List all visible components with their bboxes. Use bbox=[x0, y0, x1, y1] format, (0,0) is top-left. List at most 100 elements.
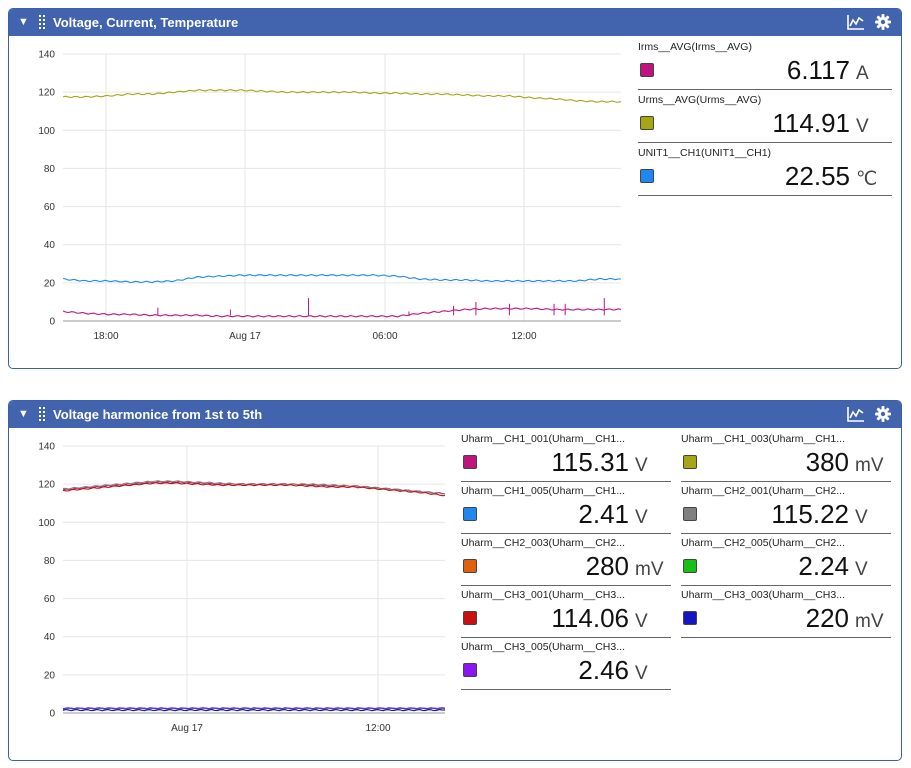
legend-series-name: Uharm__CH3_003(Uharm__CH3... bbox=[681, 589, 845, 601]
y-tick-label: 20 bbox=[44, 670, 56, 681]
panel-header: ▼ Voltage, Current, Temperature bbox=[9, 9, 901, 36]
legend-color-swatch[interactable] bbox=[683, 559, 697, 573]
legend-series-name: Urms__AVG(Urms__AVG) bbox=[638, 94, 762, 106]
legend-color-swatch[interactable] bbox=[463, 559, 477, 573]
legend-color-swatch[interactable] bbox=[640, 116, 654, 130]
y-tick-label: 80 bbox=[44, 556, 56, 567]
legend-series-name: Uharm__CH1_003(Uharm__CH1... bbox=[681, 433, 845, 445]
legend-value: 380 mV bbox=[806, 447, 885, 482]
legend-value-unit: mV bbox=[855, 611, 884, 632]
legend-value-number: 114.91 bbox=[772, 108, 850, 138]
panel-voltage-current-temperature: ▼ Voltage, Current, Temperature 140 120 10… bbox=[8, 8, 902, 369]
legend-value: 2.46 V bbox=[578, 655, 665, 690]
legend-value-unit: A bbox=[856, 63, 869, 84]
legend-value-unit: mV bbox=[635, 559, 664, 580]
legend-color-swatch[interactable] bbox=[463, 611, 477, 625]
legend-value: 114.91 V bbox=[772, 108, 886, 143]
y-tick-label: 0 bbox=[49, 709, 55, 720]
legend-color-swatch[interactable] bbox=[463, 507, 477, 521]
series-line bbox=[63, 480, 446, 495]
legend-divider bbox=[681, 585, 891, 586]
x-tick-label: 12:00 bbox=[511, 331, 536, 342]
legend-divider bbox=[461, 481, 671, 482]
series-line bbox=[62, 274, 621, 284]
legend-series-name: UNIT1__CH1(UNIT1__CH1) bbox=[638, 147, 772, 159]
y-tick-label: 140 bbox=[38, 442, 55, 453]
series-line bbox=[62, 707, 446, 710]
legend-value-number: 22.55 bbox=[784, 161, 850, 191]
legend-divider bbox=[638, 195, 892, 196]
legend-value: 115.22 V bbox=[771, 499, 885, 534]
legend-color-swatch[interactable] bbox=[640, 169, 654, 183]
legend-color-swatch[interactable] bbox=[640, 63, 654, 77]
panel-header: ▼ Voltage harmonice from 1st to 5th bbox=[9, 401, 901, 428]
legend-value: 114.06 V bbox=[551, 603, 665, 638]
legend-divider bbox=[638, 89, 892, 90]
panel-voltage-harmonics: ▼ Voltage harmonice from 1st to 5th 140 1… bbox=[8, 400, 902, 761]
legend-value-number: 220 bbox=[805, 603, 849, 633]
gear-icon[interactable] bbox=[875, 406, 891, 422]
series-line bbox=[62, 307, 622, 318]
legend-color-swatch[interactable] bbox=[683, 507, 697, 521]
legend-value-unit: V bbox=[635, 455, 648, 476]
line-chart[interactable]: 140 120 100 80 60 40 20 0 Aug 17 12:00 bbox=[9, 428, 455, 760]
legend-divider bbox=[681, 481, 891, 482]
legend-value-number: 2.41 bbox=[578, 499, 629, 529]
legend-value-number: 115.31 bbox=[551, 447, 629, 477]
chart-type-icon[interactable] bbox=[847, 14, 865, 30]
x-tick-label: 18:00 bbox=[93, 331, 118, 342]
legend-value-unit: V bbox=[855, 507, 868, 528]
legend-color-swatch[interactable] bbox=[463, 455, 477, 469]
drag-handle-icon[interactable] bbox=[39, 407, 45, 422]
series-line bbox=[62, 482, 446, 497]
legend-value: 2.41 V bbox=[578, 499, 665, 534]
legend-color-swatch[interactable] bbox=[683, 455, 697, 469]
legend-value-unit: V bbox=[856, 116, 869, 137]
legend-value-number: 115.22 bbox=[771, 499, 849, 529]
legend-series-name: Uharm__CH3_005(Uharm__CH3... bbox=[461, 641, 625, 653]
y-tick-label: 100 bbox=[38, 518, 55, 529]
legend-series-name: Uharm__CH3_001(Uharm__CH3... bbox=[461, 589, 625, 601]
collapse-triangle-icon[interactable]: ▼ bbox=[18, 16, 29, 28]
y-tick-label: 120 bbox=[38, 480, 55, 491]
chart-svg: 140 120 100 80 60 40 20 0 18:00 Aug 17 06:00 12:00 bbox=[38, 50, 622, 342]
panel-title: Voltage, Current, Temperature bbox=[53, 15, 239, 30]
legend-value-unit: V bbox=[855, 559, 868, 580]
legend-divider bbox=[681, 637, 891, 638]
legend-color-swatch[interactable] bbox=[463, 663, 477, 677]
gear-icon[interactable] bbox=[875, 14, 891, 30]
y-tick-label: 40 bbox=[44, 632, 56, 643]
legend-value-unit: ℃ bbox=[856, 169, 878, 190]
series-line bbox=[62, 709, 445, 712]
x-tick-label: 06:00 bbox=[372, 331, 397, 342]
legend-series-name: Uharm__CH2_001(Uharm__CH2... bbox=[681, 485, 845, 497]
legend-series-name: Irms__AVG(Irms__AVG) bbox=[638, 41, 752, 53]
legend-series-name: Uharm__CH1_001(Uharm__CH1... bbox=[461, 433, 625, 445]
x-tick-label: Aug 17 bbox=[171, 723, 203, 734]
legend-color-swatch[interactable] bbox=[683, 611, 697, 625]
legend-value-unit: V bbox=[635, 611, 648, 632]
legend-value-number: 2.46 bbox=[578, 655, 629, 685]
collapse-triangle-icon[interactable]: ▼ bbox=[18, 408, 29, 420]
legend-divider bbox=[461, 637, 671, 638]
legend-series-name: Uharm__CH1_005(Uharm__CH1... bbox=[461, 485, 625, 497]
chart-type-icon[interactable] bbox=[847, 406, 865, 422]
y-tick-label: 20 bbox=[44, 278, 56, 289]
legend-value-unit: mV bbox=[855, 455, 884, 476]
legend-value-unit: V bbox=[635, 663, 648, 684]
legend-value-number: 280 bbox=[585, 551, 629, 581]
series-line bbox=[62, 89, 622, 103]
legend-value: 115.31 V bbox=[551, 447, 665, 482]
chart-svg: 140 120 100 80 60 40 20 0 Aug 17 12:00 bbox=[38, 442, 446, 734]
y-tick-label: 120 bbox=[38, 88, 55, 99]
legend-value-number: 2.24 bbox=[798, 551, 849, 581]
y-tick-label: 60 bbox=[44, 594, 56, 605]
legend-value-number: 114.06 bbox=[551, 603, 629, 633]
drag-handle-icon[interactable] bbox=[39, 15, 45, 30]
x-tick-label: 12:00 bbox=[365, 723, 390, 734]
y-tick-label: 100 bbox=[38, 126, 55, 137]
y-tick-label: 60 bbox=[44, 202, 56, 213]
y-tick-label: 80 bbox=[44, 164, 56, 175]
y-tick-label: 140 bbox=[38, 50, 55, 61]
line-chart[interactable]: 140 120 100 80 60 40 20 0 18:00 Aug 17 06:00 12:00 bbox=[9, 36, 629, 368]
